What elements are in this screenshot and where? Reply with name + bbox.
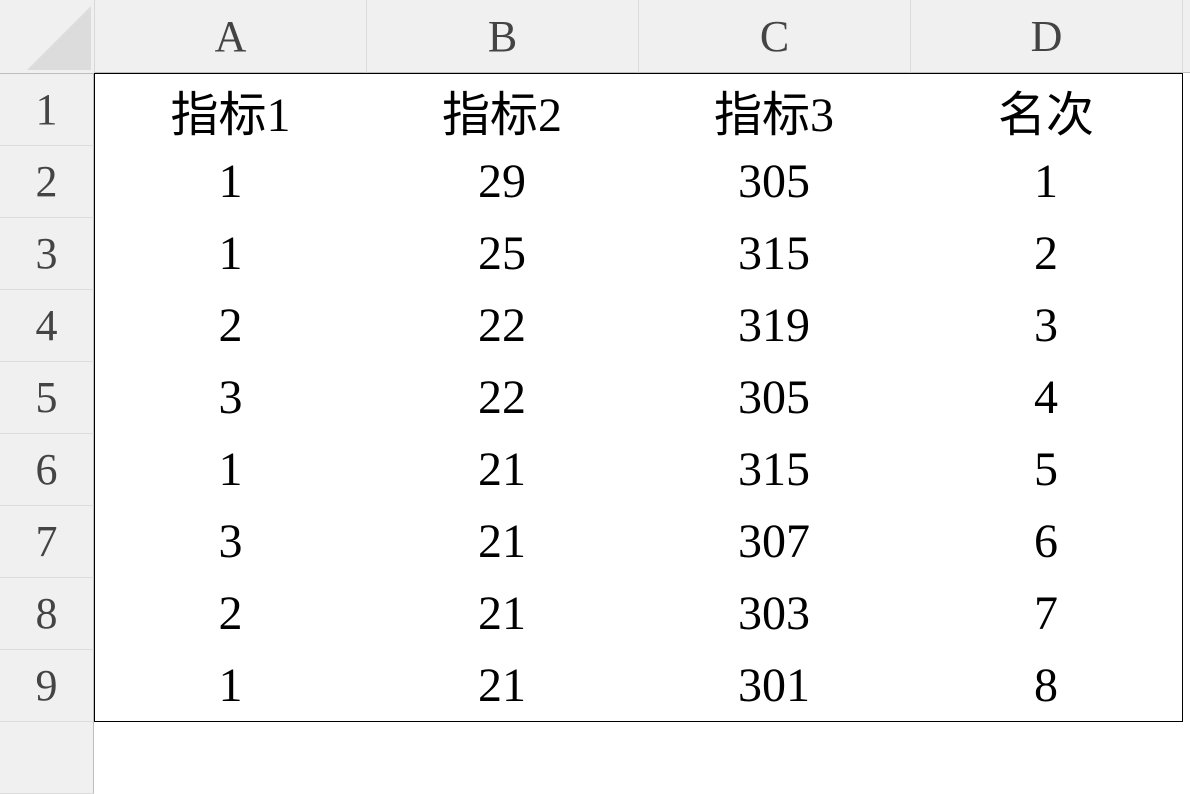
row-header-8[interactable]: 8 [0,578,94,650]
row-header-1[interactable]: 1 [0,74,94,146]
cell-a2[interactable]: 1 [94,145,367,218]
cell-a4[interactable]: 2 [94,289,367,362]
cell-b4[interactable]: 22 [366,289,639,362]
cell-d1[interactable]: 名次 [910,73,1183,146]
cell-c8[interactable]: 303 [638,577,911,650]
cell-c9[interactable]: 301 [638,649,911,722]
cell-d4[interactable]: 3 [910,289,1183,362]
row-header-6[interactable]: 6 [0,434,94,506]
cell-c5[interactable]: 305 [638,361,911,434]
cell-d8[interactable]: 7 [910,577,1183,650]
cell-d6[interactable]: 5 [910,433,1183,506]
column-header-a[interactable]: A [95,0,367,73]
row-header-10[interactable] [0,722,94,794]
row-header-7[interactable]: 7 [0,506,94,578]
column-header-b[interactable]: B [367,0,639,73]
cell-c6[interactable]: 315 [638,433,911,506]
row-header-4[interactable]: 4 [0,290,94,362]
cell-d2[interactable]: 1 [910,145,1183,218]
column-header-e[interactable] [1183,0,1190,73]
cell-d7[interactable]: 6 [910,505,1183,578]
cell-b5[interactable]: 22 [366,361,639,434]
cell-c4[interactable]: 319 [638,289,911,362]
cell-c1[interactable]: 指标3 [638,73,911,146]
cell-a3[interactable]: 1 [94,217,367,290]
cell-b9[interactable]: 21 [366,649,639,722]
cell-c7[interactable]: 307 [638,505,911,578]
column-header-d[interactable]: D [911,0,1183,73]
cell-a1[interactable]: 指标1 [94,73,367,146]
cell-d5[interactable]: 4 [910,361,1183,434]
cell-b1[interactable]: 指标2 [366,73,639,146]
cell-d3[interactable]: 2 [910,217,1183,290]
column-header-c[interactable]: C [639,0,911,73]
select-all-triangle-icon [27,6,91,70]
select-all-corner[interactable] [0,0,95,74]
row-header-5[interactable]: 5 [0,362,94,434]
cell-b2[interactable]: 29 [366,145,639,218]
cell-a6[interactable]: 1 [94,433,367,506]
cell-c3[interactable]: 315 [638,217,911,290]
cell-a9[interactable]: 1 [94,649,367,722]
row-header-3[interactable]: 3 [0,218,94,290]
cell-b6[interactable]: 21 [366,433,639,506]
cell-b3[interactable]: 25 [366,217,639,290]
cell-a5[interactable]: 3 [94,361,367,434]
cell-c2[interactable]: 305 [638,145,911,218]
cell-d9[interactable]: 8 [910,649,1183,722]
cell-a8[interactable]: 2 [94,577,367,650]
cell-a7[interactable]: 3 [94,505,367,578]
row-header-2[interactable]: 2 [0,146,94,218]
cell-b8[interactable]: 21 [366,577,639,650]
cell-b7[interactable]: 21 [366,505,639,578]
row-header-9[interactable]: 9 [0,650,94,722]
